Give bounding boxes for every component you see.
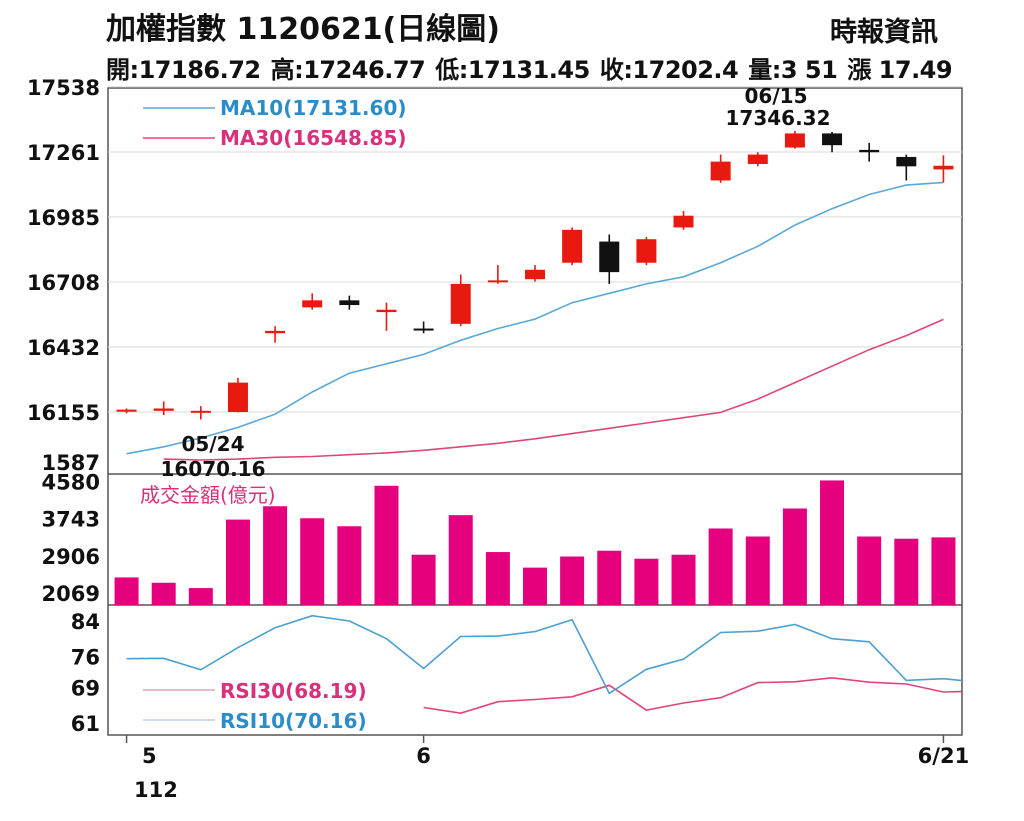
price-tick-label: 16155: [27, 401, 100, 425]
high-value: 高:17246.77: [270, 56, 426, 84]
rsi-plot: [126, 614, 962, 715]
candle-body: [933, 165, 954, 170]
chart-title: 加權指數 1120621(日線圖): [106, 12, 500, 47]
volume-value: 量:3 51: [748, 56, 838, 84]
candle-body: [636, 239, 657, 263]
volume-title: 成交金額(億元): [140, 483, 276, 507]
open-value: 開:17186.72: [106, 56, 261, 84]
candle-body: [710, 161, 731, 181]
x-tick-label: 6/21: [918, 744, 970, 768]
candle-body: [673, 215, 694, 228]
volume-tick-label: 2069: [42, 582, 100, 606]
high-date-annotation: 06/15: [745, 84, 808, 108]
candle-body: [339, 300, 360, 306]
volume-bar: [634, 558, 659, 605]
candle-body: [525, 269, 545, 280]
volume-bar: [560, 556, 585, 605]
x-tick-label: 5: [142, 744, 157, 768]
candle-body: [302, 300, 323, 308]
low-value: 低:17131.45: [435, 56, 590, 84]
volume-bar: [857, 536, 882, 605]
price-plot: [116, 131, 954, 461]
rsi10-legend-label: RSI10(70.16): [220, 709, 367, 733]
x-year-label: 112: [134, 778, 178, 802]
volume-bar: [374, 485, 399, 605]
volume-bar: [597, 550, 622, 605]
ma30-legend-label: MA30(16548.85): [220, 126, 407, 150]
rsi-tick-label: 69: [71, 677, 100, 701]
volume-bar: [820, 480, 845, 605]
candle-body: [822, 133, 843, 146]
volume-bar: [708, 528, 733, 605]
ma30-line: [163, 318, 944, 461]
volume-tick-label: 4580: [42, 470, 100, 494]
ma10-legend-label: MA10(17131.60): [220, 96, 407, 120]
price-tick-label: 17261: [27, 141, 100, 165]
ohlc-summary: 開:17186.72 高:17246.77 低:17131.45 收:17202.4 量…: [106, 50, 962, 85]
close-value: 收:17202.4: [599, 56, 739, 84]
candle-body: [859, 149, 880, 153]
volume-tick-label: 2906: [42, 545, 100, 569]
rsi-tick-label: 84: [71, 610, 100, 634]
price-tick-label: 16432: [27, 336, 100, 360]
rsi30-legend-label: RSI30(68.19): [220, 679, 367, 703]
volume-bar: [411, 554, 436, 605]
volume-bar: [263, 506, 288, 605]
price-tick-label: 1587: [42, 451, 100, 475]
ma10-line: [126, 181, 944, 455]
volume-bar: [523, 567, 547, 605]
price-tick-label: 16708: [27, 271, 100, 295]
candle-body: [190, 410, 211, 413]
candle-body: [265, 330, 286, 334]
low-value-annotation: 16070.16: [160, 457, 265, 481]
candle-body: [450, 283, 471, 324]
volume-bar: [448, 515, 473, 605]
volume-bar: [931, 537, 956, 605]
candle-body: [376, 309, 397, 313]
volume-bar: [337, 526, 362, 605]
candle-body: [747, 154, 768, 164]
rsi-tick-label: 76: [71, 645, 100, 669]
low-date-annotation: 05/24: [182, 432, 245, 456]
rsi-tick-label: 61: [71, 712, 100, 736]
volume-bar: [151, 582, 176, 605]
volume-bar: [114, 577, 139, 605]
rsi10-line: [126, 614, 962, 695]
high-value-annotation: 17346.32: [725, 106, 830, 130]
volume-bar: [485, 552, 510, 605]
volume-bar: [671, 554, 696, 605]
volume-bar: [225, 519, 250, 605]
candle-body: [116, 409, 137, 412]
volume-tick-label: 3743: [42, 508, 100, 532]
volume-bar: [894, 538, 919, 605]
change-value: 漲 17.49: [847, 56, 953, 84]
candle-body: [784, 133, 805, 148]
volume-bar: [782, 508, 807, 605]
candle-body: [153, 408, 174, 411]
x-tick-label: 6: [416, 744, 431, 768]
candle-body: [562, 229, 583, 263]
rsi30-line: [423, 676, 962, 715]
price-tick-label: 17538: [27, 76, 100, 100]
chart-header: 加權指數 1120621(日線圖) 時報資訊 開:17186.72 高:17246…: [0, 0, 1024, 90]
volume-bar: [300, 518, 325, 605]
candle-body: [896, 156, 917, 167]
candle-body: [487, 280, 508, 283]
candle-body: [599, 241, 620, 273]
candle-body: [227, 382, 248, 412]
volume-bar: [188, 588, 213, 605]
volume-bar: [745, 536, 770, 605]
data-source: 時報資訊: [830, 17, 938, 48]
price-tick-label: 16985: [27, 206, 100, 230]
candle-body: [413, 328, 434, 331]
